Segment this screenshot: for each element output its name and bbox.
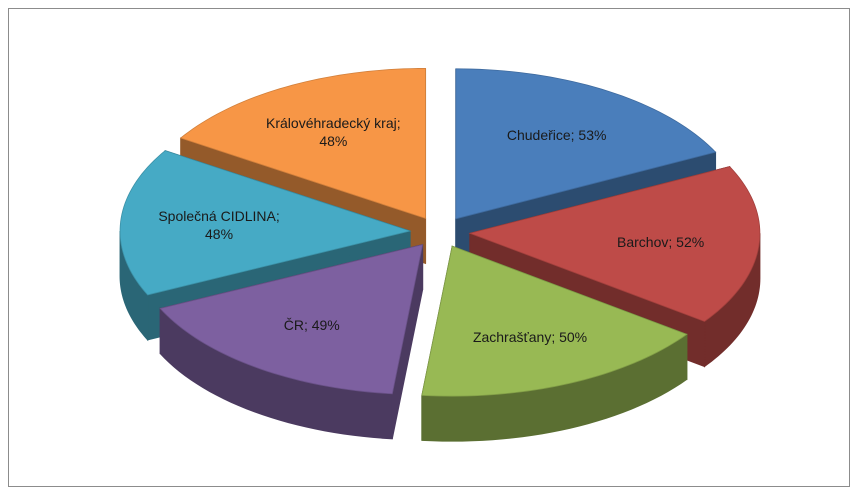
slice xyxy=(179,67,426,219)
data-label: Zachrašťany; 50% xyxy=(472,328,588,345)
data-label: Královéhradecký kraj; 48% xyxy=(266,114,401,149)
data-label: Společná CIDLINA; 48% xyxy=(158,207,280,242)
slice xyxy=(421,245,688,397)
slice xyxy=(468,166,761,322)
slice xyxy=(119,150,412,296)
data-label: ČR; 49% xyxy=(283,317,340,334)
data-label: Barchov; 52% xyxy=(617,233,705,250)
data-label: Chudeřice; 53% xyxy=(506,126,607,143)
slice xyxy=(159,244,424,395)
slice xyxy=(455,68,717,220)
